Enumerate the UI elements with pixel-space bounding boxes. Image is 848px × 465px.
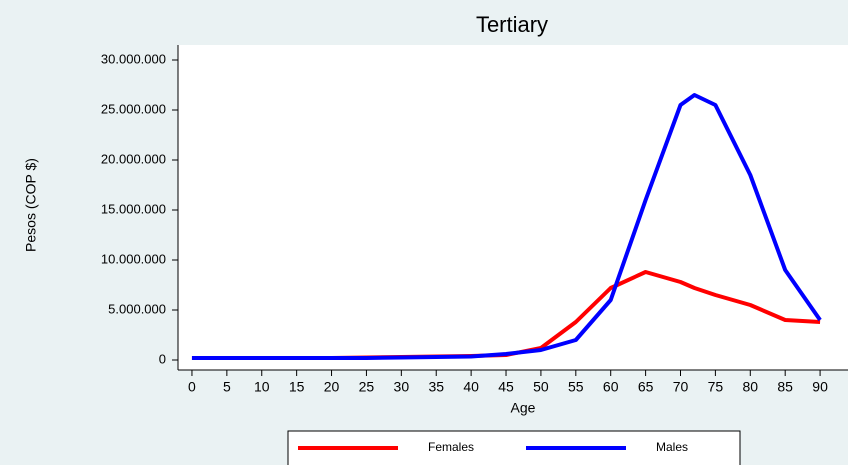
x-tick-label: 40 (463, 379, 479, 395)
y-tick-label: 20.000.000 (101, 151, 166, 166)
y-tick-label: 0 (159, 351, 166, 366)
x-tick-label: 5 (223, 379, 231, 395)
x-tick-label: 25 (359, 379, 375, 395)
x-tick-label: 45 (498, 379, 514, 395)
x-tick-label: 50 (533, 379, 549, 395)
x-tick-label: 60 (603, 379, 619, 395)
y-tick-label: 30.000.000 (101, 51, 166, 66)
series-line (191, 93, 822, 360)
x-tick-label: 55 (568, 379, 584, 395)
legend-label: Males (656, 440, 688, 454)
x-axis-label: Age (511, 400, 536, 416)
y-tick-label: 5.000.000 (108, 301, 166, 316)
chart-title: Tertiary (476, 12, 548, 37)
y-axis-label: Pesos (COP $) (23, 158, 39, 252)
x-tick-label: 90 (812, 379, 828, 395)
x-tick-label: 75 (708, 379, 724, 395)
x-tick-label: 65 (638, 379, 654, 395)
x-tick-label: 70 (673, 379, 689, 395)
x-tick-label: 80 (743, 379, 759, 395)
y-tick-label: 25.000.000 (101, 101, 166, 116)
x-tick-label: 35 (428, 379, 444, 395)
x-tick-label: 0 (188, 379, 196, 395)
x-tick-label: 20 (324, 379, 340, 395)
legend-label: Females (428, 440, 474, 454)
y-tick-label: 10.000.000 (101, 251, 166, 266)
x-tick-label: 15 (289, 379, 305, 395)
x-tick-label: 85 (777, 379, 793, 395)
y-tick-label: 15.000.000 (101, 201, 166, 216)
plot-area (178, 45, 848, 370)
x-tick-label: 30 (394, 379, 410, 395)
x-tick-label: 10 (254, 379, 270, 395)
